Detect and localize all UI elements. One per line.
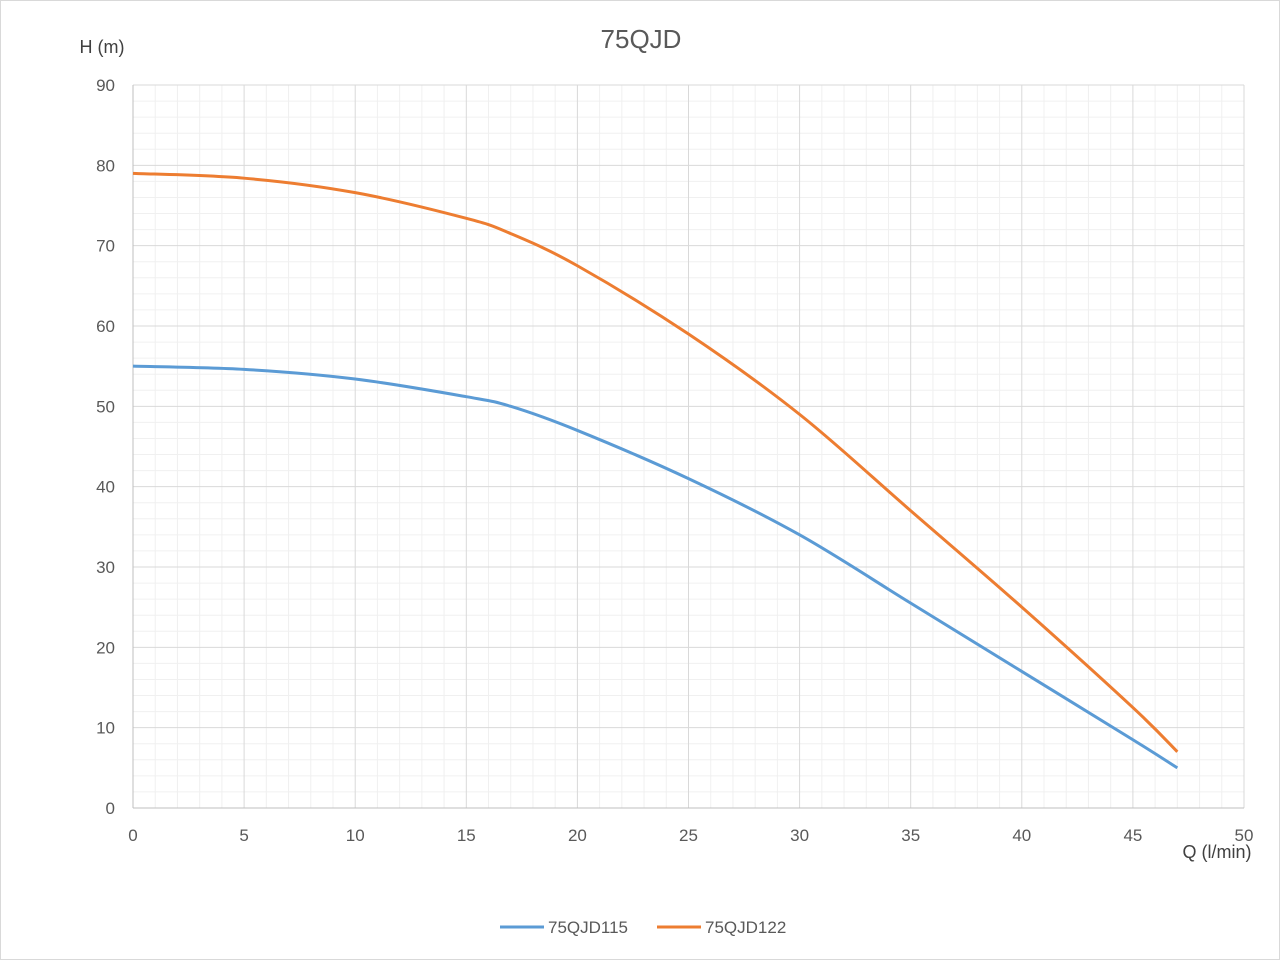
x-axis-title: Q (l/min) — [1183, 842, 1252, 862]
y-tick-label: 30 — [96, 558, 115, 577]
axes — [132, 85, 1244, 809]
x-tick-label: 15 — [457, 826, 476, 845]
x-tick-label: 10 — [346, 826, 365, 845]
legend-label-1: 75QJD115 — [548, 918, 628, 937]
x-tick-labels: 0 5 10 15 20 25 30 35 40 45 50 — [128, 826, 1253, 845]
x-tick-label: 0 — [128, 826, 137, 845]
x-tick-label: 35 — [901, 826, 920, 845]
x-tick-label: 25 — [679, 826, 698, 845]
series-line-1 — [132, 364, 1179, 770]
x-tick-label: 50 — [1235, 826, 1254, 845]
y-tick-label: 60 — [96, 317, 115, 336]
legend: 75QJD115 75QJD122 — [500, 918, 786, 937]
x-tick-label: 40 — [1012, 826, 1031, 845]
y-tick-label: 70 — [96, 237, 115, 256]
series-lines — [132, 171, 1179, 770]
series-line-2 — [132, 171, 1179, 753]
y-tick-label: 40 — [96, 478, 115, 497]
x-tick-label: 45 — [1123, 826, 1142, 845]
legend-label-2: 75QJD122 — [705, 918, 786, 937]
y-tick-label: 0 — [106, 799, 115, 818]
y-tick-label: 10 — [96, 719, 115, 738]
x-tick-label: 5 — [239, 826, 248, 845]
y-tick-label: 20 — [96, 638, 115, 657]
y-tick-label: 80 — [96, 156, 115, 175]
y-tick-labels: 0 10 20 30 40 50 60 70 80 90 — [96, 76, 115, 818]
x-tick-label: 30 — [790, 826, 809, 845]
major-grid — [132, 84, 1245, 809]
y-tick-label: 90 — [96, 76, 115, 95]
y-axis-title: H (m) — [80, 37, 125, 57]
x-tick-label: 20 — [568, 826, 587, 845]
y-tick-label: 50 — [96, 397, 115, 416]
chart-title: 75QJD — [601, 24, 682, 54]
